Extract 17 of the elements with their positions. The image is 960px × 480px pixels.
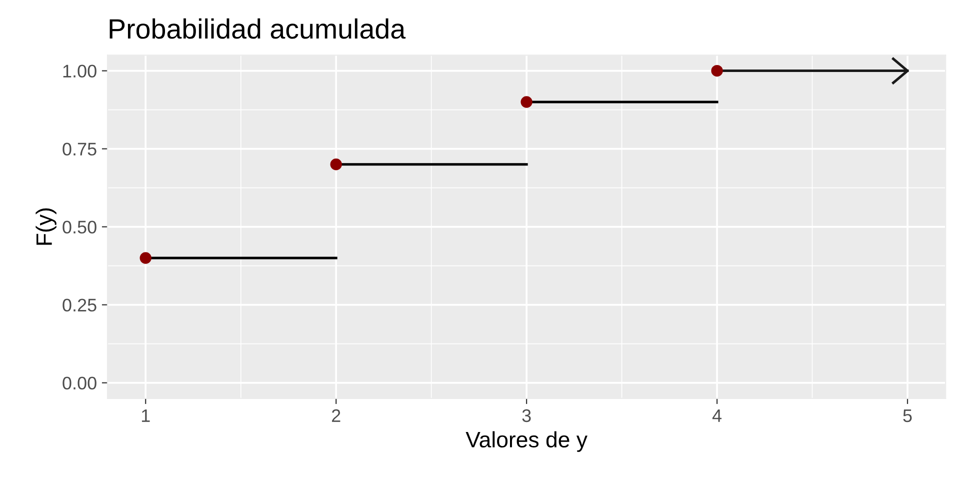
x-tick-label: 3 xyxy=(522,409,531,422)
chart-title: Probabilidad acumulada xyxy=(110,18,406,39)
y-tick-label: 0.50 xyxy=(62,220,96,234)
x-tick-label: 1 xyxy=(142,409,150,422)
point xyxy=(711,64,723,77)
x-axis-title: Valores de y xyxy=(466,431,588,452)
x-tick-label: 4 xyxy=(712,409,722,422)
x-tick-label: 2 xyxy=(332,409,340,422)
point xyxy=(520,96,532,108)
x-tick-label: 5 xyxy=(903,409,912,422)
y-tick-label: 1.00 xyxy=(63,64,96,78)
point xyxy=(140,252,152,264)
y-tick-label: 0.25 xyxy=(62,298,96,312)
y-tick-label: 0.00 xyxy=(62,376,96,390)
y-tick-label: 0.75 xyxy=(62,142,96,156)
y-axis-title: F(y) xyxy=(36,208,56,245)
point xyxy=(330,158,342,170)
